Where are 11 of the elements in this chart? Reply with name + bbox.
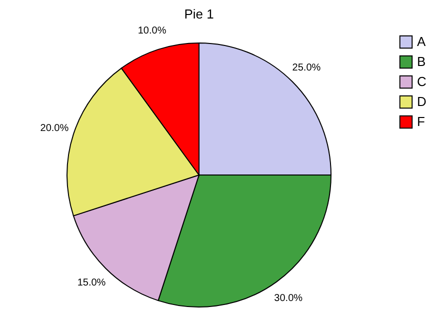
legend-label: C xyxy=(417,74,426,89)
chart-title: Pie 1 xyxy=(184,6,214,22)
legend-label: F xyxy=(417,114,425,129)
data-label: 15.0% xyxy=(77,277,106,288)
data-label: 20.0% xyxy=(40,123,69,134)
data-label: 10.0% xyxy=(138,25,166,36)
data-label: 25.0% xyxy=(292,62,321,74)
legend-label: A xyxy=(417,34,426,49)
legend-label: D xyxy=(417,94,426,109)
legend-label: B xyxy=(417,54,426,69)
data-label: 30.0% xyxy=(274,292,303,304)
